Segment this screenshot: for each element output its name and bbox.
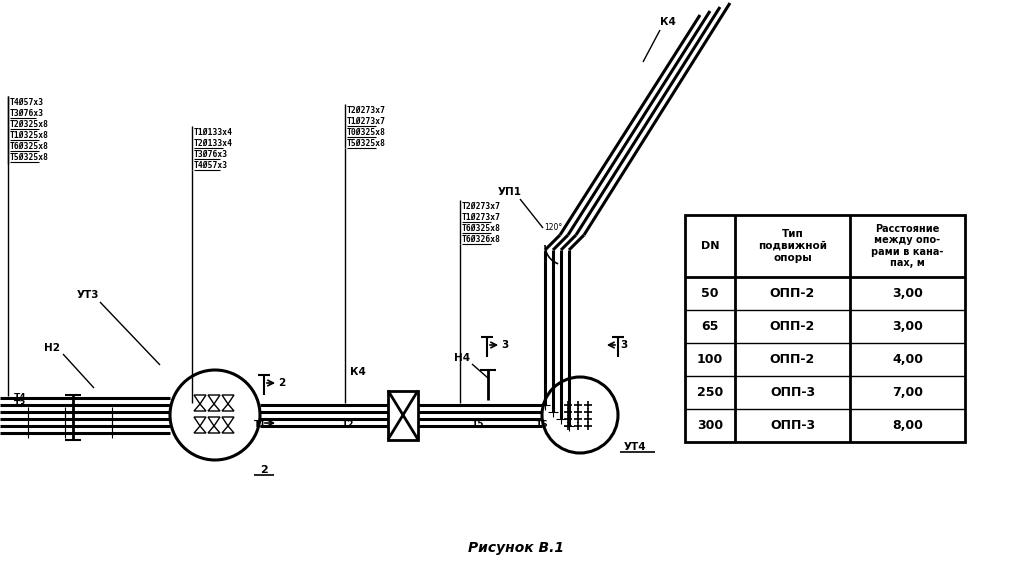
Text: 3,00: 3,00 (893, 320, 922, 333)
Text: Т3Ø76х3: Т3Ø76х3 (10, 109, 44, 118)
Text: 2: 2 (260, 465, 268, 475)
Text: Тип
подвижной
опоры: Тип подвижной опоры (758, 229, 827, 263)
Text: К4: К4 (350, 367, 366, 377)
Text: К4: К4 (660, 17, 676, 27)
Text: ОПП-3: ОПП-3 (770, 419, 815, 432)
Text: 2: 2 (278, 378, 286, 388)
Bar (685, 215, 965, 442)
Text: УП1: УП1 (498, 187, 522, 197)
Text: Т1Ø273х7: Т1Ø273х7 (347, 118, 386, 126)
Text: Т2Ø325х8: Т2Ø325х8 (10, 120, 49, 129)
Text: Т4: Т4 (13, 393, 26, 402)
Text: ОПП-2: ОПП-2 (770, 320, 815, 333)
Text: Т4Ø57х3: Т4Ø57х3 (10, 98, 44, 107)
Text: УТ3: УТ3 (76, 290, 99, 300)
Text: 250: 250 (697, 386, 723, 399)
Text: 300: 300 (697, 419, 723, 432)
Text: Т1Ø133х4: Т1Ø133х4 (194, 129, 233, 137)
Text: Т2Ø133х4: Т2Ø133х4 (194, 140, 233, 148)
Text: Н2: Н2 (44, 343, 60, 353)
Text: 65: 65 (701, 320, 719, 333)
Text: Т6Ø325х8: Т6Ø325х8 (10, 142, 49, 151)
Text: 8,00: 8,00 (893, 419, 922, 432)
Text: Т2Ø273х7: Т2Ø273х7 (462, 202, 501, 211)
Text: Н4: Н4 (453, 353, 470, 363)
Text: 100: 100 (697, 353, 723, 366)
Text: Т2: Т2 (342, 420, 354, 429)
Text: Т5Ø325х8: Т5Ø325х8 (10, 153, 49, 162)
Text: Т1: Т1 (254, 420, 267, 429)
Text: УТ4: УТ4 (624, 442, 647, 452)
Text: Т4Ø57х3: Т4Ø57х3 (194, 162, 228, 170)
Text: ОПП-2: ОПП-2 (770, 287, 815, 300)
Text: Т3Ø76х3: Т3Ø76х3 (194, 151, 228, 159)
Text: Т6: Т6 (536, 420, 549, 429)
Text: Т5Ø325х8: Т5Ø325х8 (347, 140, 386, 148)
Text: ОПП-2: ОПП-2 (770, 353, 815, 366)
Text: 50: 50 (701, 287, 719, 300)
Text: Т5: Т5 (472, 420, 484, 429)
Bar (388, 390, 418, 439)
Text: 4,00: 4,00 (893, 353, 924, 366)
Text: 3: 3 (501, 340, 508, 350)
Text: Т2Ø273х7: Т2Ø273х7 (347, 107, 386, 115)
Text: 3: 3 (621, 340, 628, 350)
Text: 7,00: 7,00 (893, 386, 924, 399)
Text: DN: DN (700, 241, 719, 251)
Text: Т0Ø325х8: Т0Ø325х8 (347, 129, 386, 137)
Text: Т6Ø325х8: Т6Ø325х8 (462, 224, 501, 233)
Text: ОПП-3: ОПП-3 (770, 386, 815, 399)
Text: 3,00: 3,00 (893, 287, 922, 300)
Text: Расстояние
между опо-
рами в кана-
пах, м: Расстояние между опо- рами в кана- пах, … (871, 223, 944, 269)
Text: Т3: Т3 (13, 400, 26, 409)
Text: 120°: 120° (544, 223, 562, 233)
Text: Рисунок В.1: Рисунок В.1 (468, 541, 564, 555)
Text: Т1Ø325х8: Т1Ø325х8 (10, 131, 49, 140)
Text: Т1Ø273х7: Т1Ø273х7 (462, 213, 501, 222)
Text: Т6Ø326х8: Т6Ø326х8 (462, 235, 501, 244)
